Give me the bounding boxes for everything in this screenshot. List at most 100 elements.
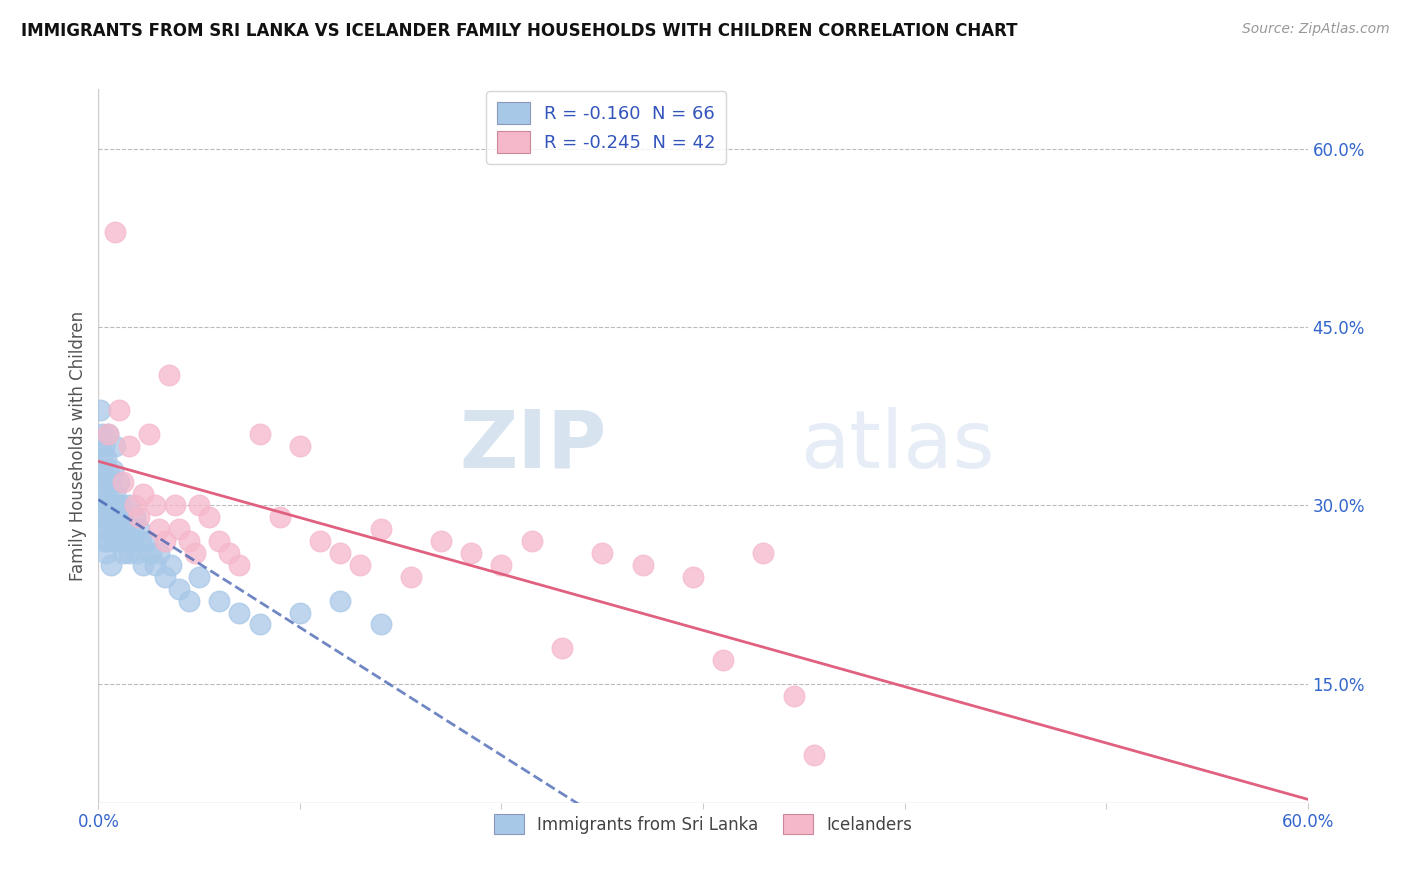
Point (249, 427, 271, 442)
Point (111, 475, 134, 489)
Point (370, 617, 392, 632)
Point (120, 522, 142, 536)
Point (682, 570, 704, 584)
Point (591, 546, 613, 560)
Legend: Immigrants from Sri Lanka, Icelanders: Immigrants from Sri Lanka, Icelanders (486, 807, 920, 841)
Point (188, 499, 211, 513)
Point (93, 499, 115, 513)
Point (96, 450, 118, 465)
Point (188, 570, 211, 584)
Y-axis label: Family Households with Children: Family Households with Children (69, 311, 87, 581)
Text: ZIP: ZIP (458, 407, 606, 485)
Point (111, 546, 134, 560)
Point (103, 534, 125, 549)
Point (100, 510, 122, 524)
Point (97, 463, 120, 477)
Point (89, 475, 111, 489)
Point (93, 475, 115, 489)
Point (491, 558, 513, 572)
Point (103, 225, 125, 239)
Point (430, 534, 453, 549)
Point (460, 546, 482, 560)
Point (100, 475, 122, 489)
Point (97, 534, 120, 549)
Point (101, 499, 124, 513)
Point (143, 499, 166, 513)
Point (118, 546, 141, 560)
Point (110, 534, 132, 549)
Point (752, 546, 775, 560)
Point (96, 486, 118, 500)
Point (128, 510, 150, 524)
Point (228, 606, 250, 620)
Point (288, 606, 311, 620)
Point (89, 439, 111, 453)
Point (129, 534, 152, 549)
Point (143, 558, 166, 572)
Point (167, 582, 190, 596)
Point (179, 534, 201, 549)
Point (370, 522, 392, 536)
Point (153, 534, 176, 549)
Point (184, 546, 207, 560)
Text: IMMIGRANTS FROM SRI LANKA VS ICELANDER FAMILY HOUSEHOLDS WITH CHILDREN CORRELATI: IMMIGRANTS FROM SRI LANKA VS ICELANDER F… (21, 22, 1018, 40)
Point (118, 499, 141, 513)
Text: Source: ZipAtlas.com: Source: ZipAtlas.com (1241, 22, 1389, 37)
Point (329, 546, 352, 560)
Point (118, 439, 141, 453)
Point (208, 593, 231, 607)
Point (803, 748, 825, 763)
Point (111, 510, 134, 524)
Point (711, 653, 734, 667)
Point (551, 641, 574, 656)
Point (208, 534, 231, 549)
Point (101, 463, 124, 477)
Point (249, 617, 271, 632)
Point (107, 403, 129, 417)
Point (103, 486, 125, 500)
Text: atlas: atlas (800, 407, 994, 485)
Point (105, 499, 128, 513)
Point (157, 368, 180, 382)
Point (309, 534, 332, 549)
Point (218, 546, 240, 560)
Point (97, 427, 120, 442)
Point (91, 463, 114, 477)
Point (198, 510, 221, 524)
Point (153, 570, 176, 584)
Point (114, 522, 136, 536)
Point (91, 450, 114, 465)
Point (125, 546, 148, 560)
Point (163, 499, 186, 513)
Point (783, 689, 806, 703)
Point (105, 522, 128, 536)
Point (269, 510, 291, 524)
Point (89, 510, 111, 524)
Point (115, 534, 138, 549)
Point (132, 558, 155, 572)
Point (110, 499, 132, 513)
Point (97, 499, 120, 513)
Point (520, 534, 543, 549)
Point (107, 510, 129, 524)
Point (96, 546, 118, 560)
Point (103, 439, 125, 453)
Point (148, 546, 170, 560)
Point (96, 522, 118, 536)
Point (124, 499, 146, 513)
Point (329, 593, 352, 607)
Point (93, 439, 115, 453)
Point (135, 534, 157, 549)
Point (91, 499, 114, 513)
Point (148, 522, 170, 536)
Point (91, 427, 114, 442)
Point (179, 593, 201, 607)
Point (228, 558, 250, 572)
Point (124, 510, 146, 524)
Point (93, 510, 115, 524)
Point (101, 522, 124, 536)
Point (167, 522, 190, 536)
Point (107, 475, 129, 489)
Point (132, 486, 155, 500)
Point (138, 427, 160, 442)
